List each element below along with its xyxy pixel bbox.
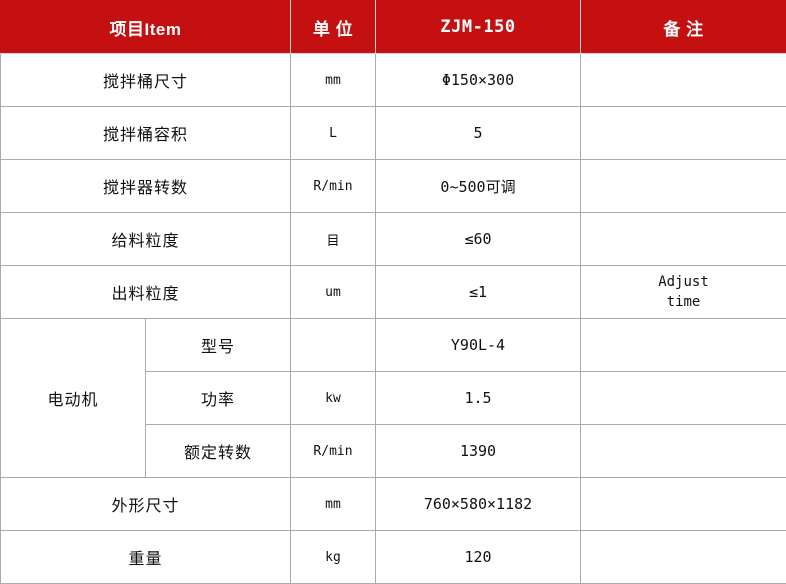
row-unit: 目 <box>290 212 376 266</box>
row-remark <box>580 106 786 160</box>
row-value: ≤1 <box>375 265 581 319</box>
row-unit: R/min <box>290 424 376 478</box>
row-remark <box>580 212 786 266</box>
row-unit: L <box>290 106 376 160</box>
table-row: 搅拌桶尺寸 mm Φ150×300 <box>0 53 786 107</box>
row-value: 1.5 <box>375 371 581 425</box>
row-label: 搅拌器转数 <box>0 159 291 213</box>
row-label: 型号 <box>145 318 291 372</box>
row-unit: R/min <box>290 159 376 213</box>
row-label: 外形尺寸 <box>0 477 291 531</box>
row-remark-adjust-time: Adjust time <box>580 265 786 319</box>
row-label: 重量 <box>0 530 291 584</box>
row-unit: um <box>290 265 376 319</box>
table-row-motor: 电动机 型号 Y90L-4 <box>0 318 786 478</box>
header-row: 项目Item 单 位 ZJM-150 备 注 <box>0 0 786 54</box>
table-row-motor: 功率 kw 1.5 <box>1 371 786 425</box>
row-label: 搅拌桶尺寸 <box>0 53 291 107</box>
header-item: 项目Item <box>0 0 291 54</box>
row-remark <box>580 159 786 213</box>
row-value: 0~500可调 <box>375 159 581 213</box>
row-unit: kw <box>290 371 376 425</box>
row-remark <box>580 371 786 425</box>
header-remark: 备 注 <box>580 0 786 54</box>
row-remark <box>580 53 786 107</box>
table-row: 重量 kg 120 <box>0 530 786 584</box>
table-body: 搅拌桶尺寸 mm Φ150×300 搅拌桶容积 L 5 搅拌器转数 R/min … <box>0 53 786 584</box>
row-value: 1390 <box>375 424 581 478</box>
row-value: Y90L-4 <box>375 318 581 372</box>
table-row: 出料粒度 um ≤1 Adjust time <box>0 265 786 319</box>
motor-group-label: 电动机 <box>0 318 146 478</box>
row-value: 120 <box>375 530 581 584</box>
table-row: 外形尺寸 mm 760×580×1182 <box>0 477 786 531</box>
row-label: 给料粒度 <box>0 212 291 266</box>
row-unit: mm <box>290 53 376 107</box>
header-model: ZJM-150 <box>375 0 581 54</box>
row-label: 搅拌桶容积 <box>0 106 291 160</box>
table-row-motor: 额定转数 R/min 1390 <box>1 424 786 478</box>
header-unit: 单 位 <box>290 0 376 54</box>
row-value: 760×580×1182 <box>375 477 581 531</box>
row-label: 功率 <box>145 371 291 425</box>
row-unit <box>290 318 376 372</box>
table-row: 搅拌器转数 R/min 0~500可调 <box>0 159 786 213</box>
row-value: Φ150×300 <box>375 53 581 107</box>
row-unit: mm <box>290 477 376 531</box>
row-value: 5 <box>375 106 581 160</box>
table-row: 搅拌桶容积 L 5 <box>0 106 786 160</box>
table-header: 项目Item 单 位 ZJM-150 备 注 <box>0 0 786 54</box>
row-remark <box>580 477 786 531</box>
row-label: 额定转数 <box>145 424 291 478</box>
row-value: ≤60 <box>375 212 581 266</box>
row-remark <box>580 424 786 478</box>
row-label: 出料粒度 <box>0 265 291 319</box>
table-row: 给料粒度 目 ≤60 <box>0 212 786 266</box>
row-unit: kg <box>290 530 376 584</box>
row-remark <box>580 530 786 584</box>
row-remark <box>580 318 786 372</box>
